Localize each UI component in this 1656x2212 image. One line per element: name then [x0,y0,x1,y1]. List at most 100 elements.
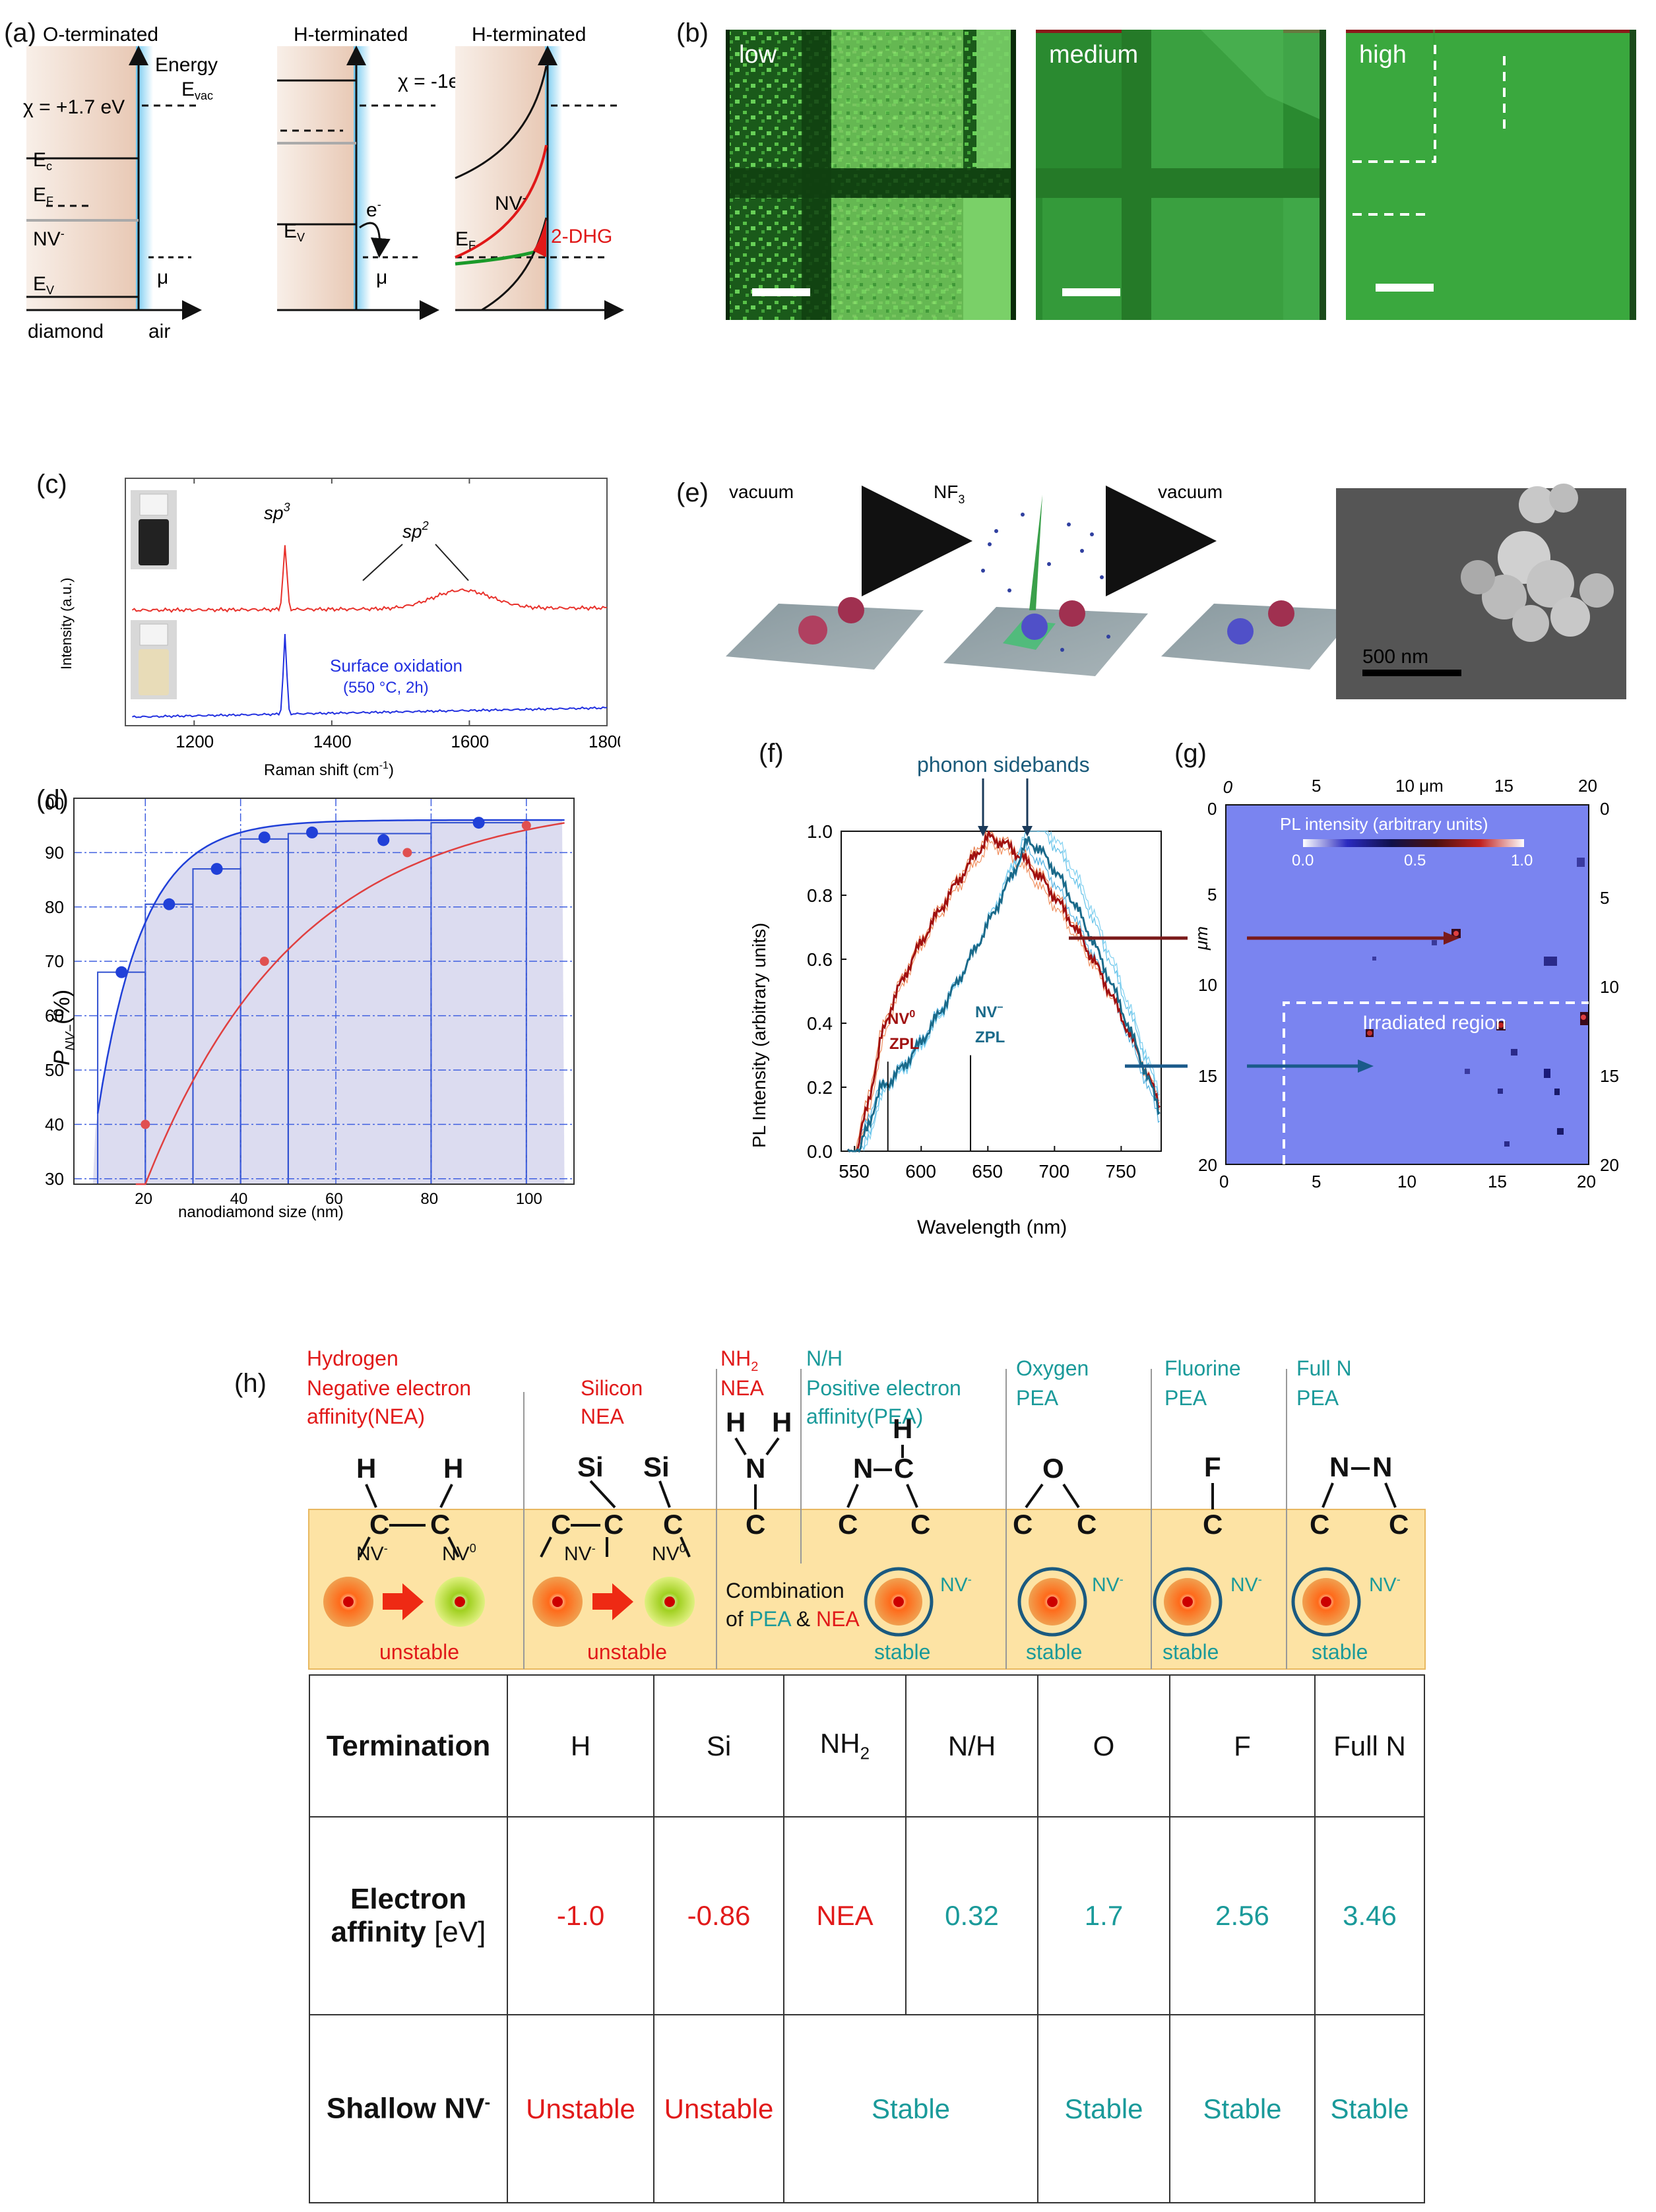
d-ylabel: PNV−(%) [49,990,78,1065]
phonon-sidebands-label: phonon sidebands [917,753,1090,776]
oxidation-conditions: (550 °C, 2h) [343,679,429,697]
sem-image [1336,484,1626,699]
step-3-label: vacuum [1158,482,1223,502]
substrate-2 [943,607,1148,676]
termination-table: Termination H Si NH2 N/H O F Full N Elec… [309,1674,1425,2203]
d-fit-red [135,822,565,1185]
vial-before-icon [131,490,177,569]
h-col-oxygen: Oxygen PEA [1016,1356,1095,1410]
cell-term-h: H [507,1674,654,1817]
cell-term-f: F [1169,1674,1316,1817]
panel-label-e: (e) [676,478,709,507]
cell-ea-o: 1.7 [1037,1816,1170,2015]
top-tick-15: 15 [1494,776,1513,796]
d-point-blue [210,863,223,875]
d-xtick-label: 60 [325,1190,343,1208]
diamond-label: diamond [28,321,104,342]
svg-text:H: H [893,1413,912,1444]
raman-series-before [131,545,608,614]
f-xtick-label: 700 [1038,1161,1069,1182]
raman-frame [125,478,608,726]
stable-label-1: stable [874,1640,930,1664]
pl-spectrum-chart: 550 600 650 700 750 0.0 0.2 0.4 0.6 0.8 1.0 phonon… [749,753,1162,1238]
bottom-tick-15: 15 [1488,1172,1507,1191]
d-xtick-label: 80 [420,1190,438,1208]
cell-ea-nh2: NEA [783,1816,907,2015]
svg-text:H: H [726,1406,746,1438]
svg-text:H: H [356,1453,376,1484]
panel-h-terminations: Hydrogen Negative electron affinity(NEA)… [307,1346,1426,1670]
diagram-h-terminated-1 [277,46,439,320]
energy-label: Energy [155,54,218,76]
pl-intensity-title: PL intensity (arbitrary units) [1280,814,1488,834]
row-header-termination: Termination [309,1674,508,1817]
f-nvm-variant [847,831,1161,1153]
d-point-red [402,848,412,858]
cell-st-si: Unstable [653,2014,784,2203]
d-xlabel: nanodiamond size (nm) [178,1203,344,1221]
substrate-3 [1161,604,1359,670]
ev-label-2: EV [284,220,305,244]
nv-minus-5: NV- [1230,1573,1262,1596]
top-tick-5: 5 [1312,776,1321,796]
vial-after-icon [131,620,177,699]
f-xtick-label: 650 [972,1161,1003,1182]
step-1-label: vacuum [729,482,794,502]
nanodiamond-1 [798,616,827,645]
nv-zero-1: NV0 [442,1542,476,1565]
left-tick-0: 0 [1207,799,1217,819]
cell-st-f: Stable [1169,2014,1316,2203]
f-xlabel: Wavelength (nm) [917,1217,1067,1238]
panel-label-f: (f) [759,739,784,768]
panel-c: 1200 1400 1600 1800 sp3 sp2 Surface oxidati… [53,472,627,782]
cell-term-fulln: Full N [1314,1674,1425,1817]
panel-label-b: (b) [676,18,709,47]
d-point-blue [163,898,175,910]
nv-minus-1: NV- [356,1542,388,1565]
cell-term-si: Si [653,1674,784,1817]
h-col-silicon: Silicon NEA [581,1376,649,1428]
electron-label: e- [366,198,381,221]
d-point-blue [115,966,128,978]
table-row-stability: Shallow NV- Unstable Unstable Stable Sta… [309,2014,1425,2203]
h-col-fluorine: Fluorine PEA [1164,1356,1247,1410]
f-to-g-arrows [1069,932,1459,1073]
left-tick-15: 15 [1198,1066,1217,1086]
d-point-blue [305,826,318,838]
panel-label-h: (h) [234,1369,267,1398]
cell-ea-si: -0.86 [653,1816,784,2015]
pl-map-medium-label: medium [1049,41,1138,69]
irradiated-region-outline [1283,1001,1589,1164]
oxidation-label: Surface oxidation [330,656,462,676]
dhg-label: 2-DHG [551,226,612,247]
cell-ea-fulln: 3.46 [1314,1816,1425,2015]
d-point-red [259,957,269,966]
f-xtick-label: 600 [905,1161,936,1182]
pl-map-medium [1036,30,1326,320]
stable-label-4: stable [1312,1640,1368,1664]
cbar-tick-0: 0.0 [1292,852,1314,869]
cell-st-fulln: Stable [1314,2014,1425,2203]
panel-g: PL intensity (arbitrary units) 0.0 0.5 1… [1188,759,1649,1240]
svg-text:C: C [838,1509,858,1540]
stable-label-2: stable [1026,1640,1082,1664]
h-col-hydrogen: Hydrogen Negative electron affinity(NEA) [307,1346,477,1428]
d-point-blue [472,817,485,829]
raman-xlabel: Raman shift (cm-1) [264,760,394,779]
cell-st-o: Stable [1037,2014,1170,2203]
d-point-red [521,821,531,831]
d-point-blue [258,831,271,844]
svg-text:H: H [443,1453,463,1484]
pl-map-high-label: high [1359,41,1407,69]
panel-b-pl-maps: low medium high [726,30,1636,320]
svg-text:N: N [1372,1451,1392,1482]
raman-xtick-label: 1800 [589,732,620,751]
sem-scale-label: 500 nm [1362,646,1428,668]
unstable-label-1: unstable [379,1640,459,1664]
nv-center-icons [323,1567,1361,1637]
svg-text:Si: Si [577,1451,604,1482]
f-ytick-label: 0.0 [807,1141,833,1162]
cell-term-o: O [1037,1674,1170,1817]
left-tick-10: 10 [1198,975,1217,995]
stable-label-3: stable [1162,1640,1219,1664]
